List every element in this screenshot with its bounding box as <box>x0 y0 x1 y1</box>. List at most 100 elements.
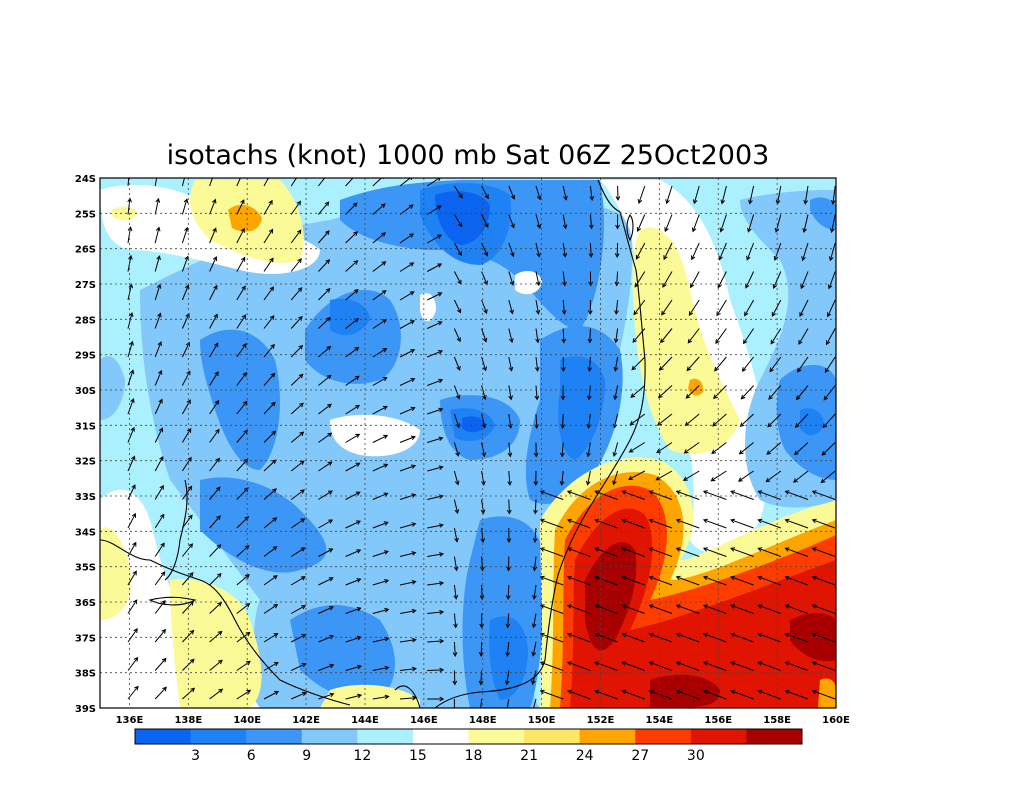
wind-arrow <box>481 214 489 229</box>
latitude-labels: 24S 25S 26S 27S 28S 29S 30S 31S 32S 33S 34S 35S 36S 3… <box>75 174 96 715</box>
wind-arrow <box>209 399 220 415</box>
wind-arrow <box>730 632 754 643</box>
lat-label-34S: 34S <box>75 527 96 538</box>
wind-arrow <box>427 581 445 586</box>
wind-arrow <box>784 632 809 643</box>
wind-arrow <box>318 345 332 358</box>
wind-arrow <box>209 659 223 671</box>
wind-arrow <box>345 289 359 301</box>
wind-arrow <box>562 214 568 230</box>
wind-arrow <box>702 547 727 557</box>
wind-arrow <box>127 311 134 329</box>
wind-arrow <box>372 178 385 187</box>
grid <box>100 178 836 708</box>
wind-arrow <box>236 429 248 443</box>
wind-arrow <box>236 602 251 614</box>
coastline <box>100 179 646 708</box>
wind-arrow <box>738 442 754 455</box>
wind-arrow <box>566 518 591 529</box>
wind-arrow <box>427 552 445 557</box>
wind-arrow <box>372 607 390 614</box>
wind-arrow <box>427 696 445 702</box>
wind-arrow <box>621 632 645 643</box>
lon-label-138E: 138E <box>174 715 202 726</box>
wind-arrow <box>566 575 591 586</box>
wind-arrow <box>318 692 335 700</box>
wind-arrow <box>399 493 417 500</box>
wind-arrow <box>784 575 809 586</box>
wind-arrow <box>154 513 165 529</box>
wind-arrow <box>399 522 417 529</box>
wind-arrow <box>236 178 241 187</box>
lat-label-39S: 39S <box>75 704 96 715</box>
wind-arrow <box>784 518 809 529</box>
wind-arrow <box>662 271 673 288</box>
wind-arrow <box>656 413 673 426</box>
wind-arrow <box>614 299 619 315</box>
wind-arrow <box>154 484 164 500</box>
wind-arrow <box>427 609 445 615</box>
wind-arrow <box>318 461 333 472</box>
wind-arrow <box>803 185 809 205</box>
colorbar-swatch <box>135 729 192 744</box>
wind-arrow <box>621 490 645 500</box>
wind-arrow <box>345 178 357 187</box>
wind-arrow <box>507 470 512 487</box>
wind-arrow <box>263 633 279 643</box>
wind-arrow <box>630 385 646 398</box>
wind-arrow <box>691 214 700 233</box>
wind-arrow <box>658 356 673 371</box>
wind-arrow <box>290 576 306 586</box>
wind-arrow <box>637 185 646 204</box>
wind-arrow <box>481 356 487 372</box>
wind-arrow <box>318 287 331 301</box>
wind-arrow <box>594 604 618 614</box>
wind-arrow <box>811 575 836 586</box>
wind-arrow <box>587 299 593 316</box>
isotach-field <box>100 178 836 708</box>
wind-arrow <box>427 465 444 472</box>
wind-arrow <box>290 547 306 557</box>
wind-arrow <box>508 271 515 286</box>
wind-arrow <box>127 398 135 415</box>
wind-arrow <box>715 328 727 344</box>
wind-arrow <box>263 690 280 700</box>
wind-arrow <box>236 458 249 472</box>
wind-arrow <box>209 572 222 586</box>
wind-arrow <box>657 385 673 399</box>
wind-arrow <box>508 385 513 401</box>
wind-arrow <box>427 407 444 415</box>
wind-arrow <box>533 499 538 515</box>
wind-arrow <box>730 661 754 671</box>
wind-arrow <box>236 343 247 358</box>
wind-arrow <box>675 632 700 643</box>
wind-arrow <box>372 579 390 586</box>
wind-arrow <box>154 599 166 614</box>
wind-arrow <box>209 515 221 529</box>
wind-arrow <box>290 258 302 272</box>
wind-arrow <box>236 227 245 244</box>
wind-arrow <box>181 284 190 301</box>
wind-arrow <box>427 667 445 673</box>
wind-arrow <box>154 255 161 272</box>
wind-arrow <box>263 401 276 415</box>
wind-arrow <box>399 551 417 557</box>
wind-arrow <box>399 435 416 443</box>
wind-arrow <box>209 256 218 272</box>
wind-arrow <box>826 328 836 346</box>
colorbar-label: 3 <box>191 748 200 764</box>
wind-arrow <box>236 199 245 215</box>
wind-arrow <box>318 634 335 643</box>
wind-arrow <box>399 233 415 244</box>
wind-arrow <box>820 470 836 484</box>
wind-arrow <box>480 698 483 708</box>
wind-arrow <box>631 356 646 371</box>
wind-arrow <box>506 499 512 515</box>
wind-arrow <box>799 299 809 318</box>
wind-arrow <box>263 517 278 529</box>
wind-arrow <box>127 570 137 586</box>
wind-arrow <box>506 527 512 544</box>
wind-arrow <box>746 242 755 261</box>
wind-arrow <box>702 490 727 500</box>
wind-arrow <box>318 230 330 244</box>
